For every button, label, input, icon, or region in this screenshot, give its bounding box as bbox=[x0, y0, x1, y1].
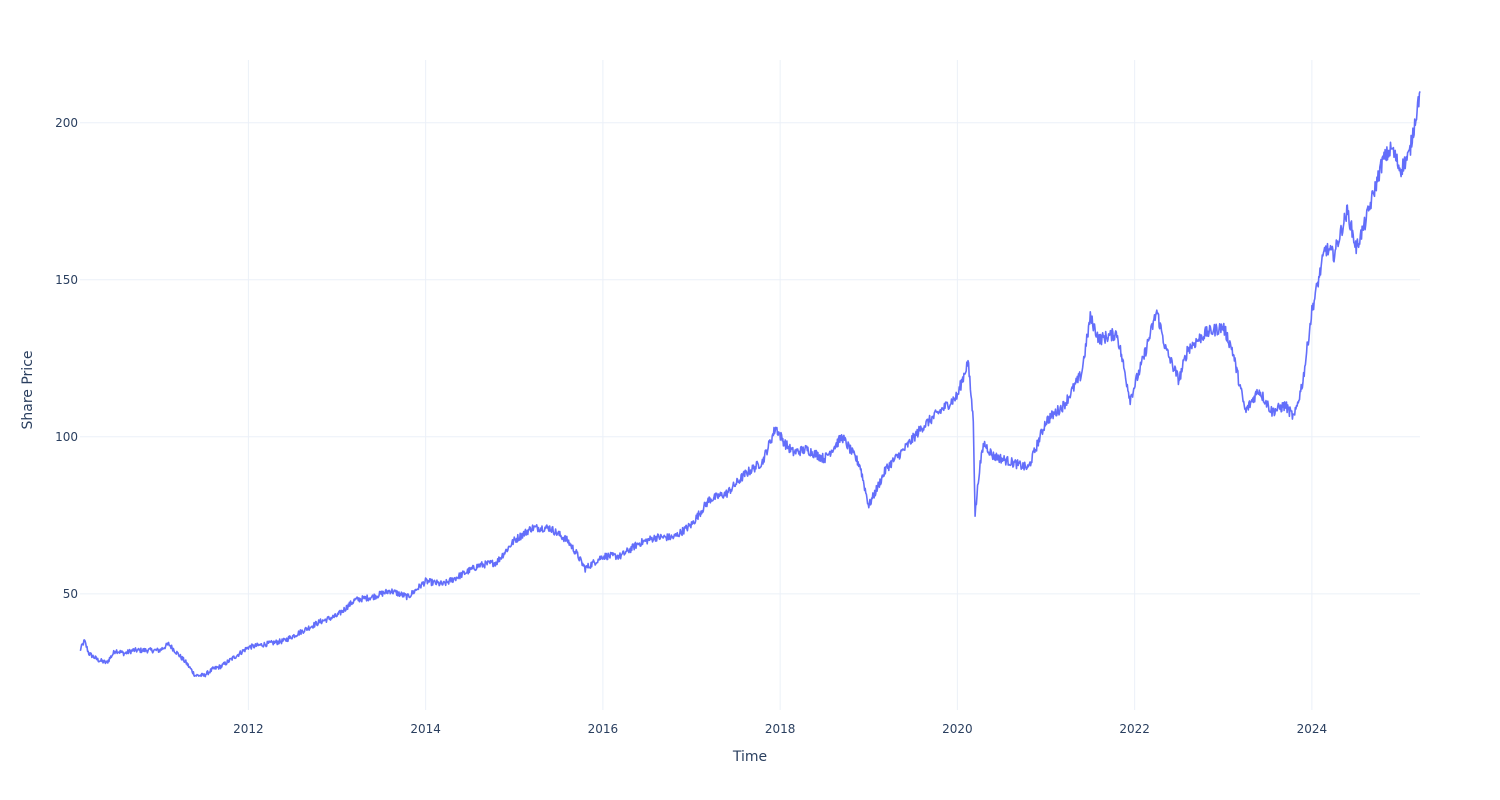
x-tick-label: 2012 bbox=[233, 722, 264, 736]
x-tick-label: 2020 bbox=[942, 722, 973, 736]
y-tick-label: 50 bbox=[63, 587, 78, 601]
plot-background bbox=[80, 60, 1420, 710]
y-axis-title: Share Price bbox=[20, 350, 36, 429]
x-tick-label: 2014 bbox=[410, 722, 441, 736]
y-gridlines bbox=[80, 122, 1420, 595]
x-tick-label: 2024 bbox=[1297, 722, 1328, 736]
y-tick-label: 100 bbox=[55, 430, 78, 444]
x-tick-label: 2018 bbox=[765, 722, 796, 736]
share-price-line bbox=[79, 91, 1421, 678]
x-axis-tick-labels: 2012 2014 2016 2018 2020 2022 2024 bbox=[233, 722, 1327, 736]
y-axis-tick-labels: 50 100 150 200 bbox=[55, 116, 78, 601]
y-tick-label: 150 bbox=[55, 273, 78, 287]
x-axis-title: Time bbox=[732, 749, 767, 765]
y-tick-label: 200 bbox=[55, 116, 78, 130]
x-tick-label: 2016 bbox=[588, 722, 619, 736]
x-tick-label: 2022 bbox=[1119, 722, 1150, 736]
